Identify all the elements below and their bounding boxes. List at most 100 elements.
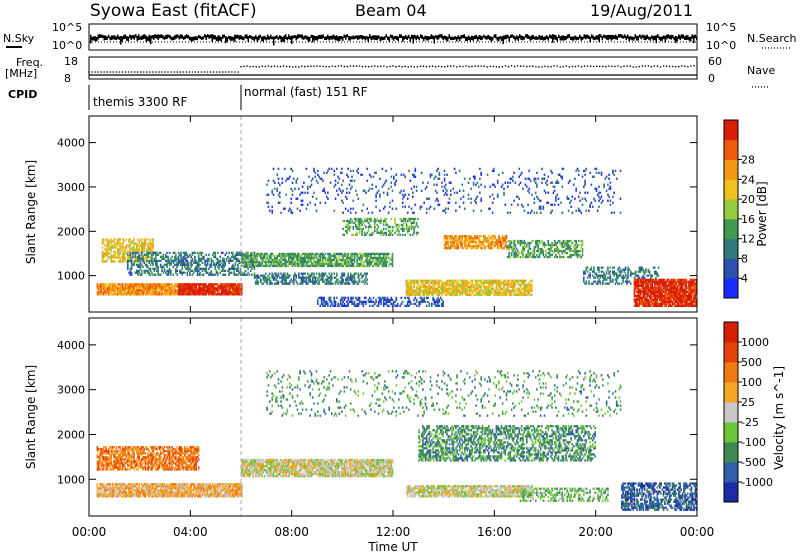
heatmap-cell [561, 255, 564, 259]
heatmap-cell [220, 293, 223, 296]
heatmap-cell [451, 293, 453, 296]
heatmap-cell [116, 287, 119, 290]
heatmap-cell [262, 254, 265, 258]
heatmap-cell [496, 245, 499, 248]
nsky-sample [373, 35, 375, 40]
heatmap-cell [460, 245, 462, 248]
heatmap-cell [444, 243, 447, 246]
heatmap-cell [351, 274, 353, 277]
heatmap-cell [313, 272, 315, 275]
heatmap-cell [441, 291, 443, 294]
heatmap-cell [143, 269, 146, 272]
heatmap-cell [129, 255, 132, 258]
freq-sample [370, 65, 373, 68]
nsky-sample [486, 35, 488, 40]
heatmap-cell [422, 285, 424, 288]
nsky-sample [595, 35, 597, 40]
heatmap-cell [469, 239, 471, 242]
heatmap-cell [216, 257, 219, 260]
heatmap-cell [504, 235, 507, 238]
heatmap-cell [385, 260, 387, 264]
heatmap-cell [339, 280, 342, 283]
nsky-sample [691, 34, 693, 39]
heatmap-cell [358, 252, 361, 256]
heatmap-cell [480, 293, 482, 296]
heatmap-cell [128, 238, 130, 241]
heatmap-cell [425, 285, 428, 288]
nsky-sample [454, 36, 456, 40]
heatmap-cell [486, 289, 489, 292]
heatmap-cell [507, 287, 509, 290]
heatmap-cell [248, 264, 251, 268]
heatmap-cell [461, 283, 463, 286]
heatmap-cell [518, 287, 520, 290]
heatmap-cell [195, 269, 197, 272]
heatmap-cell [159, 285, 162, 288]
heatmap-cell [475, 279, 477, 282]
heatmap-cell [494, 293, 496, 296]
heatmap-cell [419, 287, 422, 290]
heatmap-cell [580, 243, 583, 247]
heatmap-cell [323, 262, 325, 266]
heatmap-cell [270, 260, 272, 264]
heatmap-cell [132, 248, 134, 251]
heatmap-cell [353, 221, 356, 225]
heatmap-cell [420, 298, 423, 301]
freq-sample [480, 65, 483, 67]
heatmap-cell [310, 262, 313, 266]
heatmap-cell [593, 270, 595, 273]
heatmap-cell [106, 240, 109, 243]
heatmap-cell [196, 293, 199, 296]
heatmap-cell [466, 247, 469, 250]
heatmap-cell [248, 258, 251, 262]
heatmap-cell [148, 242, 151, 245]
heatmap-cell [211, 253, 214, 256]
heatmap-cell [306, 276, 309, 279]
heatmap-cell [336, 280, 338, 283]
heatmap-cell [356, 225, 358, 229]
heatmap-cell [349, 276, 352, 279]
heatmap-cell [184, 287, 186, 290]
heatmap-cell [282, 258, 285, 262]
heatmap-cell [519, 293, 522, 296]
nsky-sample [472, 36, 474, 41]
heatmap-cell [470, 285, 472, 288]
heatmap-cell [153, 293, 156, 296]
heatmap-cell [314, 278, 317, 281]
heatmap-cell [140, 263, 143, 266]
nsky-sample [564, 35, 566, 41]
heatmap-cell [503, 247, 505, 250]
heatmap-cell [313, 264, 315, 268]
heatmap-cell [520, 239, 523, 243]
freq-sample [684, 65, 686, 68]
heatmap-cell [246, 273, 248, 276]
nsky-sample [186, 34, 188, 39]
heatmap-cell [366, 252, 368, 256]
heatmap-cell [450, 291, 452, 294]
heatmap-cell [371, 304, 374, 307]
freq-sample [495, 65, 498, 68]
heatmap-cell [546, 255, 548, 259]
heatmap-cell [134, 259, 137, 262]
heatmap-cell [341, 262, 343, 266]
freq-sample [109, 71, 112, 73]
heatmap-cell [140, 271, 143, 274]
heatmap-cell [451, 243, 453, 246]
heatmap-cell [270, 280, 272, 283]
heatmap-cell [500, 281, 503, 284]
heatmap-cell [337, 302, 339, 305]
heatmap-cell [143, 260, 146, 263]
heatmap-cell [533, 251, 536, 255]
heatmap-cell [405, 287, 408, 290]
heatmap-cell [370, 298, 372, 301]
heatmap-cell [423, 287, 425, 290]
heatmap-cell [292, 280, 295, 283]
heatmap-cell [296, 254, 299, 258]
heatmap-cell [133, 289, 135, 292]
heatmap-cell [147, 246, 149, 249]
heatmap-cell [276, 262, 279, 266]
heatmap-cell [572, 249, 575, 253]
freq-sample [231, 71, 233, 73]
heatmap-cell [381, 262, 384, 266]
heatmap-cell [401, 225, 404, 229]
